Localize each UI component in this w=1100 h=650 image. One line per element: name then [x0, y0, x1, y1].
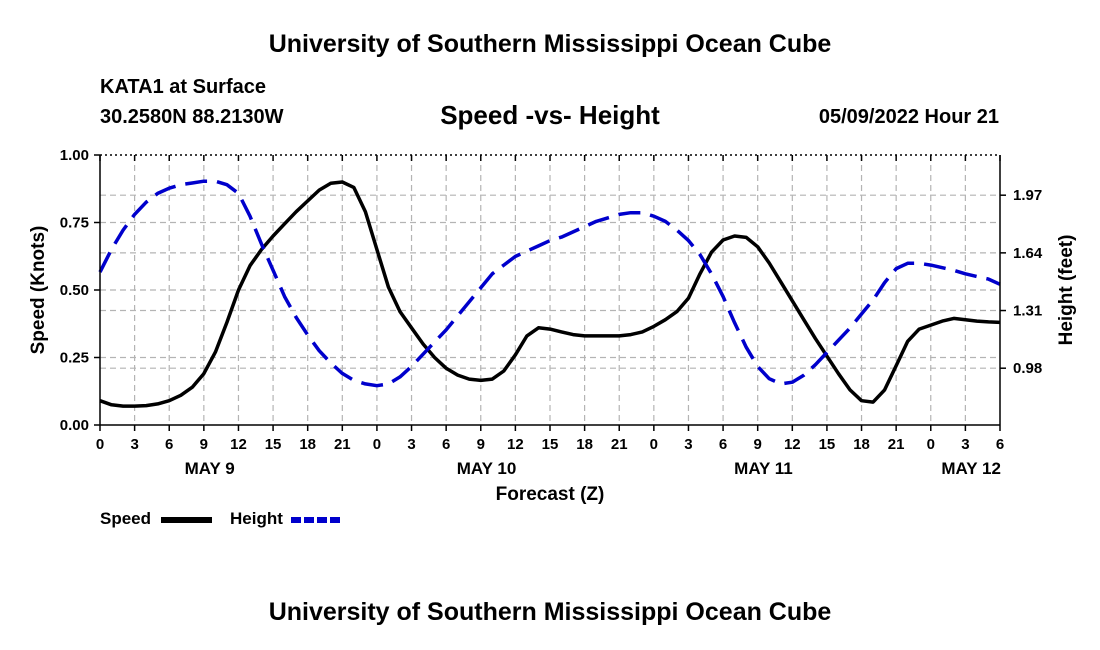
x-tick-label: 12 — [784, 436, 801, 453]
axis-labels: 0 3 6 9 12 15 18 21 0 3 6 9 12 15 18 21 0 3 6 9 12 15 18 21 0 3 6M… — [28, 147, 1077, 505]
x-tick-label: 21 — [888, 436, 905, 453]
x-tick-label: 12 — [230, 436, 247, 453]
y-tick-label-right: 1.97 — [1013, 187, 1042, 204]
y-tick-label-left: 0.00 — [60, 417, 89, 434]
chart-subtitle: Speed -vs- Height — [440, 100, 660, 130]
date-label: MAY 9 — [185, 459, 235, 478]
x-tick-label: 3 — [407, 436, 415, 453]
x-tick-label: 6 — [996, 436, 1004, 453]
x-tick-label: 9 — [200, 436, 208, 453]
legend-speed-label: Speed — [100, 509, 152, 528]
series-line-height — [98, 179, 1001, 388]
forecast-datetime: 05/09/2022 Hour 21 — [818, 106, 999, 128]
y-tick-label-right: 1.64 — [1013, 245, 1043, 262]
x-tick-label: 6 — [719, 436, 727, 453]
x-tick-label: 3 — [130, 436, 138, 453]
x-tick-label: 6 — [165, 436, 173, 453]
x-tick-label: 21 — [334, 436, 351, 453]
x-tick-label: 3 — [961, 436, 969, 453]
date-label: MAY 10 — [457, 459, 517, 478]
axis-ticks — [94, 154, 1006, 431]
x-tick-label: 0 — [927, 436, 935, 453]
x-tick-label: 15 — [542, 436, 559, 453]
x-axis-title: Forecast (Z) — [496, 484, 605, 505]
x-tick-label: 18 — [299, 436, 316, 453]
x-tick-label: 0 — [650, 436, 658, 453]
x-tick-label: 15 — [265, 436, 282, 453]
x-tick-label: 9 — [754, 436, 762, 453]
y-tick-label-right: 1.31 — [1013, 303, 1042, 320]
y-tick-label-left: 0.25 — [60, 350, 89, 367]
x-tick-label: 6 — [442, 436, 450, 453]
y-tick-label-right: 0.98 — [1013, 360, 1042, 377]
page-title: University of Southern Mississippi Ocean… — [268, 30, 832, 58]
x-tick-label: 3 — [684, 436, 692, 453]
legend-height-label: Height — [230, 509, 283, 528]
date-label: MAY 11 — [734, 459, 793, 478]
x-tick-label: 0 — [373, 436, 381, 453]
series-lines — [98, 179, 1001, 408]
footer-title: University of Southern Mississippi Ocean… — [268, 598, 832, 626]
x-tick-label: 0 — [96, 436, 104, 453]
x-tick-label: 18 — [853, 436, 870, 453]
y-tick-label-left: 0.50 — [60, 282, 89, 299]
x-tick-label: 18 — [576, 436, 593, 453]
series-line-speed — [99, 180, 1001, 408]
x-tick-label: 12 — [507, 436, 524, 453]
y-axis-title-right: Height (feet) — [1056, 235, 1077, 346]
station-coordinates: 30.2580N 88.2130W — [100, 106, 284, 128]
station-name: KATA1 at Surface — [100, 76, 266, 98]
y-axis-title-left: Speed (Knots) — [28, 226, 49, 355]
y-tick-label-left: 0.75 — [60, 215, 89, 232]
x-tick-label: 21 — [611, 436, 628, 453]
x-tick-label: 15 — [819, 436, 836, 453]
date-label: MAY 12 — [941, 459, 1001, 478]
grid — [100, 155, 1000, 425]
x-tick-label: 9 — [477, 436, 485, 453]
y-tick-label-left: 1.00 — [60, 147, 89, 164]
